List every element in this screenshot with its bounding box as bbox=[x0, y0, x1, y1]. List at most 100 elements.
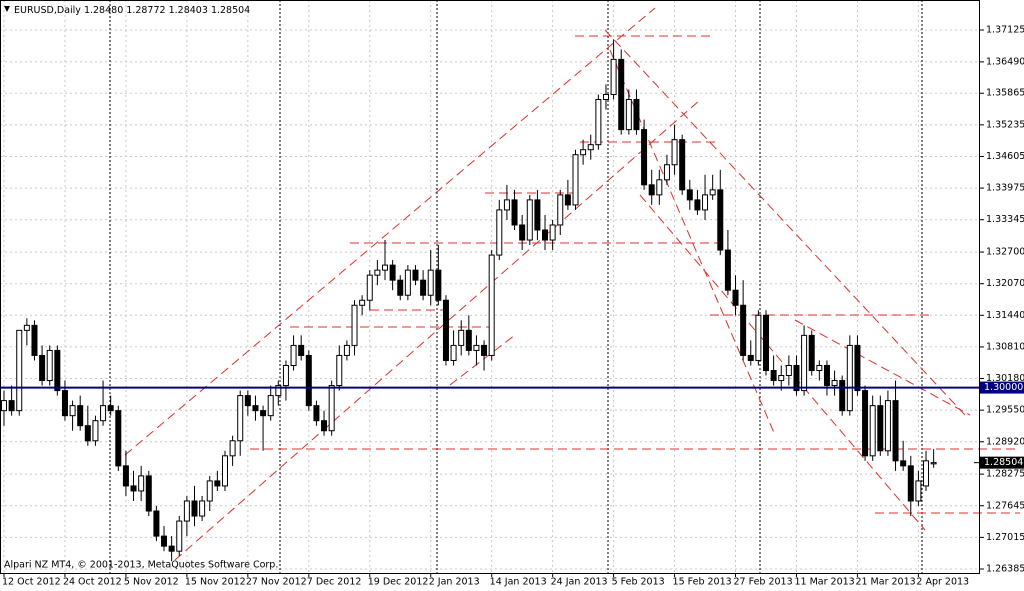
x-tick-label: 27 Nov 2012 bbox=[246, 577, 307, 588]
candle-body bbox=[290, 344, 297, 366]
x-tick-label: 5 Nov 2012 bbox=[124, 577, 179, 588]
candle-body bbox=[420, 279, 427, 296]
candle-body bbox=[549, 224, 556, 241]
candle-body bbox=[572, 154, 579, 206]
trendline bbox=[174, 99, 701, 561]
x-tick-label: 2 Apr 2013 bbox=[916, 577, 969, 588]
candle-body bbox=[877, 405, 884, 452]
candle-body bbox=[244, 395, 251, 407]
candle-body bbox=[450, 344, 457, 361]
candle-body bbox=[907, 465, 914, 502]
candle-body bbox=[732, 289, 739, 306]
candle-body bbox=[679, 139, 686, 191]
x-tick-label: 11 Mar 2013 bbox=[794, 577, 854, 588]
trendline bbox=[604, 29, 966, 416]
y-tick-label: 1.30180 bbox=[986, 373, 1024, 384]
candle-body bbox=[229, 440, 236, 457]
candle-body bbox=[267, 395, 274, 417]
candle-body bbox=[343, 344, 350, 356]
x-tick-label: 21 Mar 2013 bbox=[855, 577, 915, 588]
x-tick-label: 5 Feb 2013 bbox=[612, 577, 665, 588]
candle-body bbox=[564, 194, 571, 206]
y-tick-label: 1.28920 bbox=[986, 436, 1024, 447]
candle-body bbox=[785, 364, 792, 377]
y-tick-label: 1.35865 bbox=[986, 88, 1024, 99]
candle-body bbox=[801, 334, 808, 392]
candle-body bbox=[16, 329, 23, 412]
trendline bbox=[794, 319, 971, 416]
y-tick-label: 1.33345 bbox=[986, 214, 1024, 225]
y-tick-label: 1.28275 bbox=[986, 469, 1024, 480]
candle-body bbox=[526, 199, 533, 241]
candle-body bbox=[84, 425, 91, 442]
candle-body bbox=[435, 269, 442, 301]
candle-body bbox=[625, 99, 632, 131]
y-tick-label: 1.33975 bbox=[986, 183, 1024, 194]
candle-body bbox=[763, 314, 769, 372]
candle-body bbox=[740, 304, 747, 356]
candle-body bbox=[587, 144, 594, 151]
y-tick-label: 1.27645 bbox=[986, 500, 1024, 511]
candle-body bbox=[153, 510, 160, 537]
candle-body bbox=[770, 370, 777, 382]
x-tick-label: 27 Feb 2013 bbox=[734, 577, 793, 588]
candle-body bbox=[862, 390, 869, 457]
candle-body bbox=[900, 460, 907, 467]
x-tick-label: 2 Jan 2013 bbox=[429, 577, 480, 588]
candle-body bbox=[282, 364, 289, 387]
y-tick-label: 1.26385 bbox=[986, 563, 1024, 574]
candle-body bbox=[473, 344, 480, 351]
candle-body bbox=[176, 520, 183, 552]
candle-body bbox=[8, 400, 15, 412]
level-tag bbox=[980, 381, 1024, 394]
candle-body bbox=[869, 405, 876, 457]
candle-body bbox=[237, 395, 244, 442]
candle-body bbox=[199, 500, 206, 517]
candle-body bbox=[618, 58, 625, 131]
candle-body bbox=[214, 480, 221, 487]
candle-body bbox=[191, 500, 198, 517]
candle-body bbox=[633, 99, 640, 131]
footer: Alpari NZ MT4, © 2001-2013, MetaQuotes S… bbox=[4, 560, 278, 571]
y-tick-label: 1.35235 bbox=[986, 119, 1024, 130]
period-separators bbox=[109, 0, 923, 573]
candle-body bbox=[54, 349, 61, 392]
trendline bbox=[639, 194, 926, 531]
candle-body bbox=[389, 264, 396, 281]
candle-body bbox=[252, 405, 259, 412]
candle-body bbox=[755, 314, 762, 361]
candle-body bbox=[92, 420, 99, 442]
candle-body bbox=[557, 194, 564, 226]
candle-body bbox=[412, 269, 419, 281]
candle-body bbox=[648, 184, 655, 196]
candle-body bbox=[145, 475, 152, 512]
y-tick-label: 1.34605 bbox=[986, 151, 1024, 162]
x-tick-label: 7 Dec 2012 bbox=[307, 577, 362, 588]
candle-body bbox=[61, 390, 68, 417]
y-tick-label: 1.30810 bbox=[986, 341, 1024, 352]
trendlines bbox=[124, 7, 1020, 561]
candle-body bbox=[519, 224, 526, 241]
candle-body bbox=[305, 354, 312, 407]
candle-body bbox=[846, 344, 853, 412]
candle-body bbox=[778, 375, 785, 382]
candle-body bbox=[465, 329, 472, 351]
x-tick-label: 14 Jan 2013 bbox=[490, 577, 547, 588]
y-tick-label: 1.32700 bbox=[986, 247, 1024, 258]
x-tick-label: 12 Oct 2012 bbox=[2, 577, 61, 588]
candle-body bbox=[892, 400, 899, 462]
candle-body bbox=[816, 364, 823, 372]
candle-body bbox=[382, 264, 388, 271]
candle-body bbox=[130, 485, 137, 492]
candle-body bbox=[595, 99, 602, 146]
x-tick-label: 24 Oct 2012 bbox=[63, 577, 122, 588]
y-tick-label: 1.31440 bbox=[986, 310, 1024, 321]
candle-body bbox=[107, 405, 114, 412]
candle-body bbox=[69, 405, 76, 417]
candle-body bbox=[138, 475, 145, 492]
candle-body bbox=[404, 269, 411, 296]
candle-body bbox=[77, 405, 84, 427]
candle-body bbox=[503, 199, 510, 211]
axes: 1.37125 1.36490 1.35865 1.35235 1.34605 1.339… bbox=[0, 25, 1024, 588]
